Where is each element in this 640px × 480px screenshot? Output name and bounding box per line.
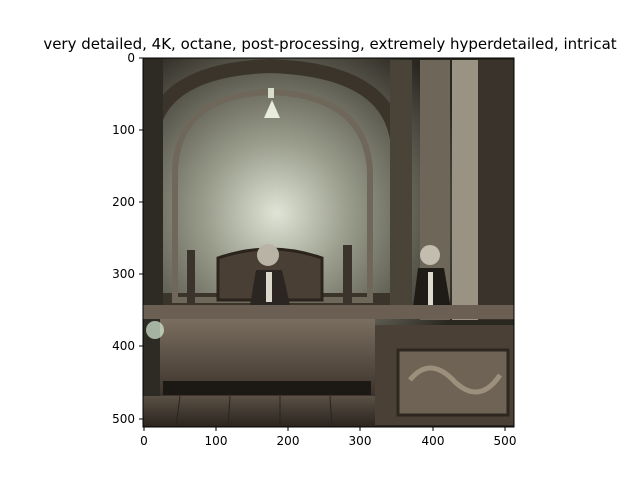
y-tick-label: 200 [112,195,135,209]
x-tick-label: 500 [494,434,517,448]
x-tick-label: 400 [422,434,445,448]
y-tick-label: 500 [112,412,135,426]
courtroom-scene-image [143,58,514,427]
x-tick-label: 300 [349,434,372,448]
y-axis: 0 100 200 300 400 500 [112,51,143,426]
y-tick-label: 0 [127,51,135,65]
axes-frame [142,57,515,428]
figure-title: very detailed, 4K, octane, post-processi… [43,35,616,53]
y-tick-label: 300 [112,267,135,281]
x-tick-label: 100 [205,434,228,448]
x-tick-label: 0 [140,434,148,448]
y-tick-label: 100 [112,123,135,137]
x-axis: 0 100 200 300 400 500 [140,427,516,448]
y-tick-label: 400 [112,339,135,353]
x-tick-label: 200 [277,434,300,448]
